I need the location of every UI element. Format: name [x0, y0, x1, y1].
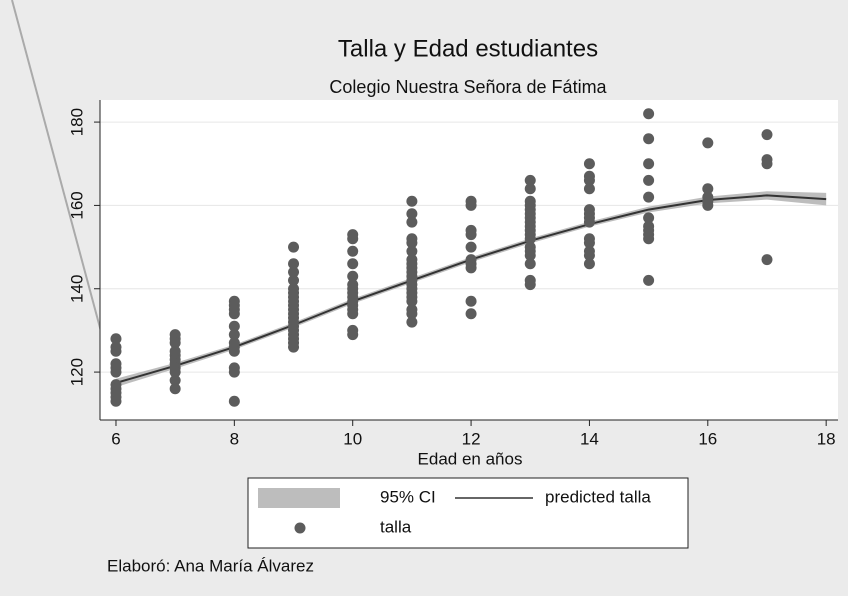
point [347, 245, 359, 257]
point [406, 308, 418, 320]
y-tick-label: 140 [67, 275, 86, 303]
point [583, 258, 595, 270]
y-tick-label: 180 [67, 108, 86, 136]
point [465, 229, 477, 241]
point [406, 295, 418, 307]
point [228, 308, 240, 320]
x-tick-label: 10 [343, 429, 362, 448]
point [524, 174, 536, 186]
point [288, 274, 300, 286]
point [643, 108, 655, 120]
point [406, 237, 418, 249]
point [347, 233, 359, 245]
x-tick-label: 14 [580, 429, 599, 448]
point [761, 254, 773, 266]
point [110, 345, 122, 357]
point [761, 129, 773, 141]
point [524, 249, 536, 261]
point [702, 183, 714, 195]
point [643, 212, 655, 224]
point [643, 133, 655, 145]
point [702, 137, 714, 149]
legend-swatch [258, 488, 340, 508]
point [288, 258, 300, 270]
point [702, 199, 714, 211]
point [169, 374, 181, 386]
point [110, 395, 122, 407]
point [583, 158, 595, 170]
point [465, 308, 477, 320]
point [228, 366, 240, 378]
point [110, 366, 122, 378]
legend-label: predicted talla [545, 487, 651, 506]
point [643, 158, 655, 170]
point [643, 274, 655, 286]
point [110, 333, 122, 345]
point [465, 262, 477, 274]
decoration-line [11, 0, 111, 366]
point [288, 241, 300, 253]
point [406, 208, 418, 220]
x-tick-label: 12 [462, 429, 481, 448]
point [228, 320, 240, 332]
point [524, 258, 536, 270]
note: Elaboró: Ana María Álvarez [107, 556, 314, 575]
x-tick-label: 16 [698, 429, 717, 448]
point [228, 395, 240, 407]
point [406, 216, 418, 228]
point [406, 245, 418, 257]
x-axis-label: Edad en años [418, 449, 523, 468]
point [583, 216, 595, 228]
point [583, 237, 595, 249]
x-tick-label: 6 [111, 429, 120, 448]
point [169, 383, 181, 395]
point [228, 345, 240, 357]
x-tick-label: 18 [817, 429, 836, 448]
chart-subtitle: Colegio Nuestra Señora de Fátima [329, 77, 607, 97]
point [169, 337, 181, 349]
point [347, 270, 359, 282]
point [288, 341, 300, 353]
legend-swatch [294, 522, 306, 534]
point [288, 266, 300, 278]
legend-label: talla [380, 517, 412, 536]
point [524, 233, 536, 245]
point [524, 279, 536, 291]
point [347, 329, 359, 341]
point [583, 183, 595, 195]
y-tick-label: 120 [67, 358, 86, 386]
point [643, 174, 655, 186]
point [228, 329, 240, 341]
y-tick-label: 160 [67, 191, 86, 219]
point [406, 316, 418, 328]
point [761, 158, 773, 170]
legend-label: 95% CI [380, 487, 436, 506]
point [583, 174, 595, 186]
point [524, 183, 536, 195]
point [169, 366, 181, 378]
point [465, 199, 477, 211]
point [583, 249, 595, 261]
point [465, 295, 477, 307]
point [465, 241, 477, 253]
chart-title: Talla y Edad estudiantes [338, 35, 598, 62]
point [347, 258, 359, 270]
point [643, 191, 655, 203]
x-tick-label: 8 [230, 429, 239, 448]
point [406, 195, 418, 207]
legend [247, 477, 689, 549]
point [643, 233, 655, 245]
point [347, 308, 359, 320]
